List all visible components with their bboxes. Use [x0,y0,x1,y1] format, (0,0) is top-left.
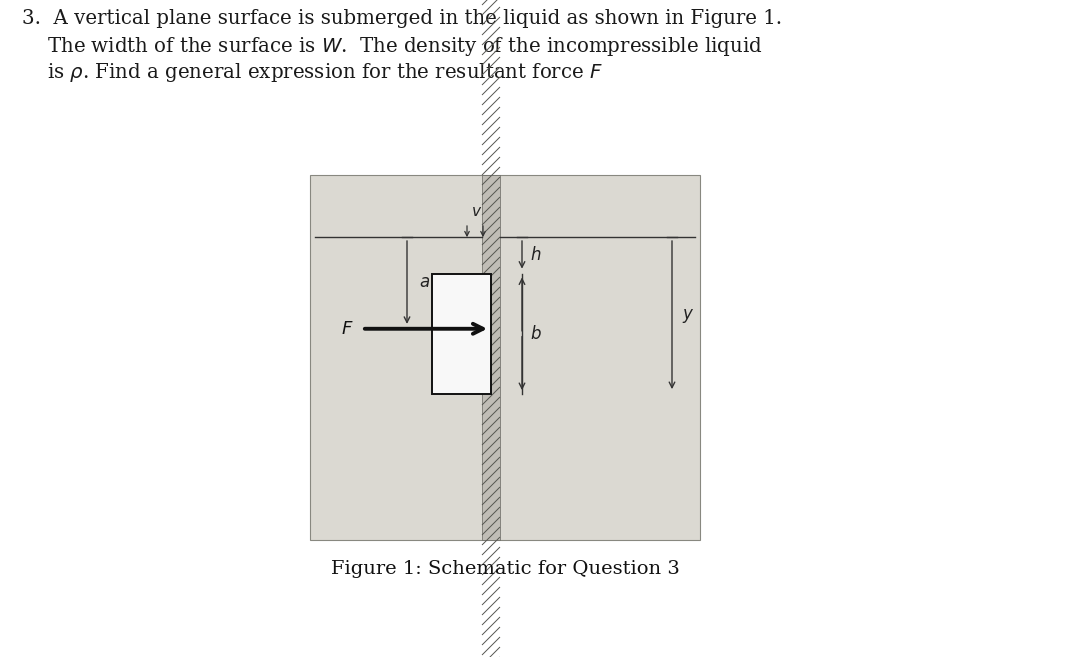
Text: $b$: $b$ [530,325,542,343]
Text: $v$: $v$ [471,205,483,219]
Text: $h$: $h$ [530,246,541,264]
Bar [432,273,491,394]
Text: $y$: $y$ [681,307,694,325]
Text: 3.  A vertical plane surface is submerged in the liquid as shown in Figure 1.: 3. A vertical plane surface is submerged… [22,9,782,28]
Bar [310,175,700,540]
Text: The width of the surface is $W$.  The density of the incompressible liquid: The width of the surface is $W$. The den… [22,35,762,58]
Bar [482,175,500,540]
Text: $a$: $a$ [419,275,430,292]
Text: $F$: $F$ [341,320,354,338]
Text: Figure 1: Schematic for Question 3: Figure 1: Schematic for Question 3 [330,560,679,578]
Text: is $\rho$. Find a general expression for the resultant force $F$: is $\rho$. Find a general expression for… [22,61,603,84]
